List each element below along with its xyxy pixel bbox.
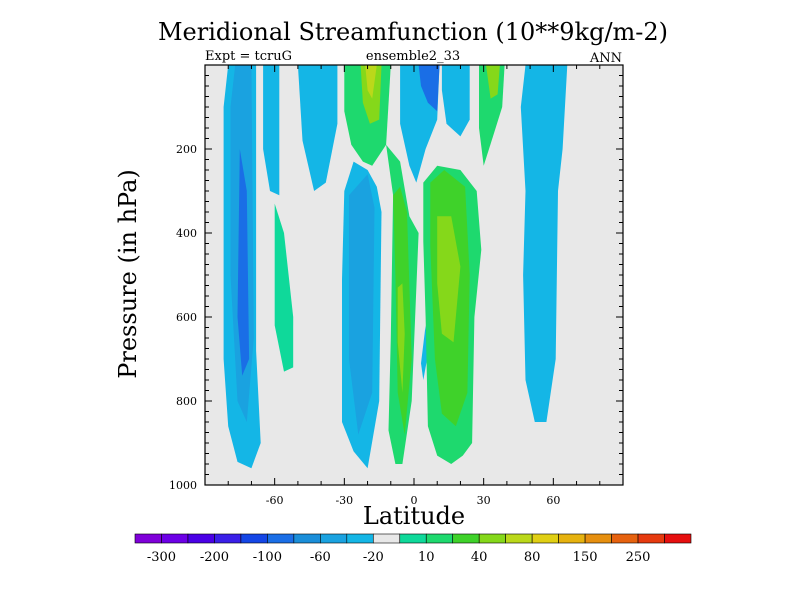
colorbar-label: -100 — [253, 550, 282, 565]
ensemble-label: ensemble2_33 — [366, 49, 460, 64]
colorbar-swatch — [320, 533, 348, 544]
colorbar-label: -300 — [147, 550, 176, 565]
x-tick-label: -30 — [335, 494, 353, 507]
contour-region-20 — [441, 65, 470, 137]
axis-ticks: -60 -30 0 30 60 200 400 600 800 1000 — [169, 65, 623, 507]
colorbar-swatch — [399, 533, 427, 544]
colorbar-swatch — [134, 533, 162, 544]
colorbar-swatch — [637, 533, 665, 544]
y-axis-label: Pressure (in hPa) — [114, 169, 142, 379]
contour-region-19 — [437, 216, 461, 343]
contour-region-13 — [397, 283, 405, 393]
colorbar-swatch — [478, 533, 506, 544]
y-tick-label: 400 — [176, 227, 197, 240]
contour-region-22 — [486, 65, 500, 99]
colorbar-swatch — [240, 533, 268, 544]
colorbar: -300 -200 -100 -60 -20 10 40 80 150 250 — [134, 533, 692, 565]
colorbar-swatch — [452, 533, 480, 544]
colorbar-label: -20 — [363, 550, 384, 565]
x-tick-label: 60 — [546, 494, 560, 507]
x-axis-label: Latitude — [363, 502, 465, 530]
contour-region-10 — [365, 65, 377, 99]
contour-region-2 — [237, 149, 250, 376]
colorbar-label: 80 — [524, 550, 541, 565]
colorbar-swatch — [346, 533, 374, 544]
colorbar-swatch — [372, 533, 401, 544]
colorbar-label: 250 — [626, 550, 651, 565]
colorbar-label: 150 — [573, 550, 598, 565]
colorbar-label: 10 — [418, 550, 435, 565]
colorbar-label: -200 — [200, 550, 229, 565]
y-tick-label: 800 — [176, 395, 197, 408]
colorbar-swatch — [187, 533, 215, 544]
contour-region-23 — [520, 65, 568, 422]
contour-region-21 — [479, 65, 505, 166]
season-label: ANN — [589, 51, 622, 66]
colorbar-swatch — [505, 533, 533, 544]
chart-title: Meridional Streamfunction (10**9kg/m-2) — [158, 18, 668, 46]
contour-region-15 — [418, 65, 440, 112]
colorbar-swatch — [611, 533, 639, 544]
colorbar-label: 40 — [471, 550, 488, 565]
colorbar-swatch — [293, 533, 321, 544]
contour-region-5 — [297, 65, 338, 191]
colorbar-swatch — [161, 533, 189, 544]
x-tick-label: 30 — [477, 494, 491, 507]
colorbar-label: -60 — [310, 550, 331, 565]
colorbar-swatch — [425, 533, 454, 544]
x-tick-label: -60 — [266, 494, 284, 507]
contour-regions — [223, 65, 568, 469]
contour-region-3 — [263, 65, 280, 196]
colorbar-swatch — [584, 533, 612, 544]
colorbar-swatch — [558, 533, 586, 544]
y-tick-label: 1000 — [169, 479, 197, 492]
colorbar-swatch — [664, 533, 692, 544]
colorbar-swatch — [267, 533, 295, 544]
y-tick-label: 600 — [176, 311, 197, 324]
colorbar-swatch — [531, 533, 559, 544]
x-tick-label: 0 — [411, 494, 418, 507]
y-tick-label: 200 — [176, 143, 197, 156]
colorbar-swatch — [214, 533, 242, 544]
experiment-label: Expt = tcruG — [205, 49, 292, 64]
contour-region-7 — [349, 174, 375, 435]
contour-region-4 — [274, 203, 294, 372]
